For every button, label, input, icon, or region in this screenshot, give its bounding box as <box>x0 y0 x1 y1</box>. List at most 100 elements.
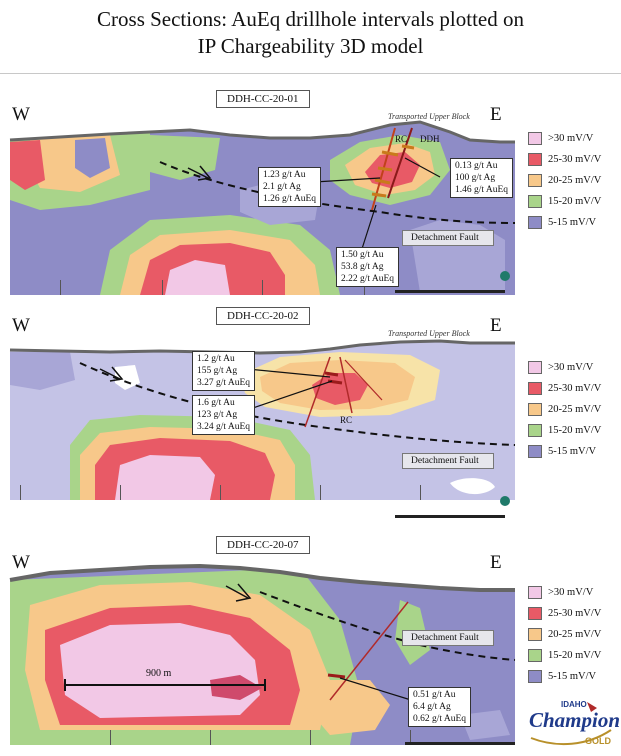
legend-swatch <box>528 381 542 395</box>
callout-ag: 53.8 g/t Ag <box>341 262 384 272</box>
west-label: W <box>12 552 30 573</box>
legend-swatch <box>528 360 542 374</box>
callout-aueq: 3.24 g/t AuEq <box>197 422 251 432</box>
legend-label: 5-15 mV/V <box>548 216 597 228</box>
callout-ag: 100 g/t Ag <box>455 173 496 183</box>
cross-section-3: W E DDH-CC-20-07 900 m Detachment Fault … <box>0 530 621 756</box>
legend-label: 15-20 mV/V <box>548 195 602 207</box>
legend-swatch <box>528 131 542 145</box>
callout-ag: 123 g/t Ag <box>197 410 238 420</box>
callout-aueq: 1.46 g/t AuEq <box>455 185 509 195</box>
legend-swatch <box>528 627 542 641</box>
legend-item: 5-15 mV/V <box>528 441 601 461</box>
callout-au: 0.13 g/t Au <box>455 161 498 171</box>
callout-ag: 155 g/t Ag <box>197 366 238 376</box>
west-label: W <box>12 315 30 336</box>
callout-au: 1.23 g/t Au <box>263 170 306 180</box>
legend-item: 5-15 mV/V <box>528 212 601 232</box>
scale-bar-label: 900 m <box>146 668 172 679</box>
callout-aueq: 3.27 g/t AuEq <box>197 378 251 388</box>
section-2-model <box>9 339 516 518</box>
assay-callout: 1.23 g/t Au 2.1 g/t Ag 1.26 g/t AuEq <box>258 167 322 207</box>
cross-section-2: W E DDH-CC-20-02 Transported Upper Block… <box>0 305 621 525</box>
legend-swatch <box>528 173 542 187</box>
legend-swatch <box>528 606 542 620</box>
chargeability-legend: >30 mV/V 25-30 mV/V 20-25 mV/V 15-20 mV/… <box>528 582 601 687</box>
legend-item: 15-20 mV/V <box>528 191 601 211</box>
legend-label: 20-25 mV/V <box>548 174 602 186</box>
legend-label: 25-30 mV/V <box>548 382 602 394</box>
legend-item: >30 mV/V <box>528 357 601 377</box>
callout-aueq: 1.26 g/t AuEq <box>263 194 317 204</box>
legend-label: 15-20 mV/V <box>548 649 602 661</box>
detachment-fault-label: Detachment Fault <box>402 630 494 646</box>
legend-item: >30 mV/V <box>528 582 601 602</box>
legend-item: 15-20 mV/V <box>528 645 601 665</box>
legend-label: 5-15 mV/V <box>548 670 597 682</box>
logo-gold: GOLD <box>585 736 611 746</box>
logo-idaho: IDAHO <box>561 700 587 709</box>
legend-item: 25-30 mV/V <box>528 378 601 398</box>
legend-label: >30 mV/V <box>548 132 594 144</box>
legend-item: 5-15 mV/V <box>528 666 601 686</box>
title-divider <box>0 73 621 74</box>
transported-upper-block-label: Transported Upper Block <box>388 112 470 121</box>
legend-swatch <box>528 444 542 458</box>
legend-swatch <box>528 669 542 683</box>
east-label: E <box>490 315 502 336</box>
assay-callout: 1.2 g/t Au 155 g/t Ag 3.27 g/t AuEq <box>192 351 256 391</box>
legend-label: 20-25 mV/V <box>548 403 602 415</box>
chargeability-legend: >30 mV/V 25-30 mV/V 20-25 mV/V 15-20 mV/… <box>528 357 601 462</box>
chargeability-legend: >30 mV/V 25-30 mV/V 20-25 mV/V 15-20 mV/… <box>528 128 601 233</box>
hole-tag-rc: RC <box>395 134 408 144</box>
legend-item: >30 mV/V <box>528 128 601 148</box>
legend-swatch <box>528 152 542 166</box>
title-line-1: Cross Sections: AuEq drillhole intervals… <box>97 7 524 31</box>
callout-au: 1.2 g/t Au <box>197 354 235 364</box>
legend-label: 20-25 mV/V <box>548 628 602 640</box>
legend-swatch <box>528 423 542 437</box>
callout-au: 1.6 g/t Au <box>197 398 235 408</box>
legend-item: 20-25 mV/V <box>528 170 601 190</box>
logo-swoosh-icon <box>530 702 612 746</box>
legend-swatch <box>528 215 542 229</box>
transported-upper-block-label: Transported Upper Block <box>388 329 470 338</box>
assay-callout: 1.6 g/t Au 123 g/t Ag 3.24 g/t AuEq <box>192 395 256 435</box>
legend-item: 20-25 mV/V <box>528 399 601 419</box>
legend-label: 5-15 mV/V <box>548 445 597 457</box>
section-name: DDH-CC-20-02 <box>216 307 310 325</box>
legend-label: >30 mV/V <box>548 361 594 373</box>
callout-ag: 6.4 g/t Ag <box>413 702 451 712</box>
legend-item: 25-30 mV/V <box>528 149 601 169</box>
hole-tag-ddh: DDH <box>420 134 440 144</box>
assay-callout: 0.51 g/t Au 6.4 g/t Ag 0.62 g/t AuEq <box>408 687 472 727</box>
section-name: DDH-CC-20-07 <box>216 536 310 554</box>
east-label: E <box>490 552 502 573</box>
logo-champion: Champion <box>529 708 621 732</box>
callout-ag: 2.1 g/t Ag <box>263 182 301 192</box>
section-name: DDH-CC-20-01 <box>216 90 310 108</box>
callout-au: 0.51 g/t Au <box>413 690 456 700</box>
champion-gold-logo: IDAHO Champion GOLD <box>527 700 620 752</box>
legend-swatch <box>528 648 542 662</box>
section-1-model <box>9 120 516 295</box>
legend-label: 25-30 mV/V <box>548 607 602 619</box>
callout-aueq: 2.22 g/t AuEq <box>341 274 395 284</box>
callout-aueq: 0.62 g/t AuEq <box>413 714 467 724</box>
cross-section-1: W E DDH-CC-20-01 Transported Upper Block… <box>0 80 621 305</box>
legend-label: 25-30 mV/V <box>548 153 602 165</box>
title-line-2: IP Chargeability 3D model <box>197 34 424 58</box>
legend-item: 15-20 mV/V <box>528 420 601 440</box>
legend-swatch <box>528 194 542 208</box>
legend-swatch <box>528 402 542 416</box>
detachment-fault-label: Detachment Fault <box>402 230 494 246</box>
assay-callout: 1.50 g/t Au 53.8 g/t Ag 2.22 g/t AuEq <box>336 247 400 287</box>
legend-item: 20-25 mV/V <box>528 624 601 644</box>
assay-callout: 0.13 g/t Au 100 g/t Ag 1.46 g/t AuEq <box>450 158 514 198</box>
legend-label: >30 mV/V <box>548 586 594 598</box>
callout-au: 1.50 g/t Au <box>341 250 384 260</box>
east-label: E <box>490 104 502 125</box>
west-label: W <box>12 104 30 125</box>
legend-item: 25-30 mV/V <box>528 603 601 623</box>
hole-tag-rc: RC <box>340 415 353 425</box>
